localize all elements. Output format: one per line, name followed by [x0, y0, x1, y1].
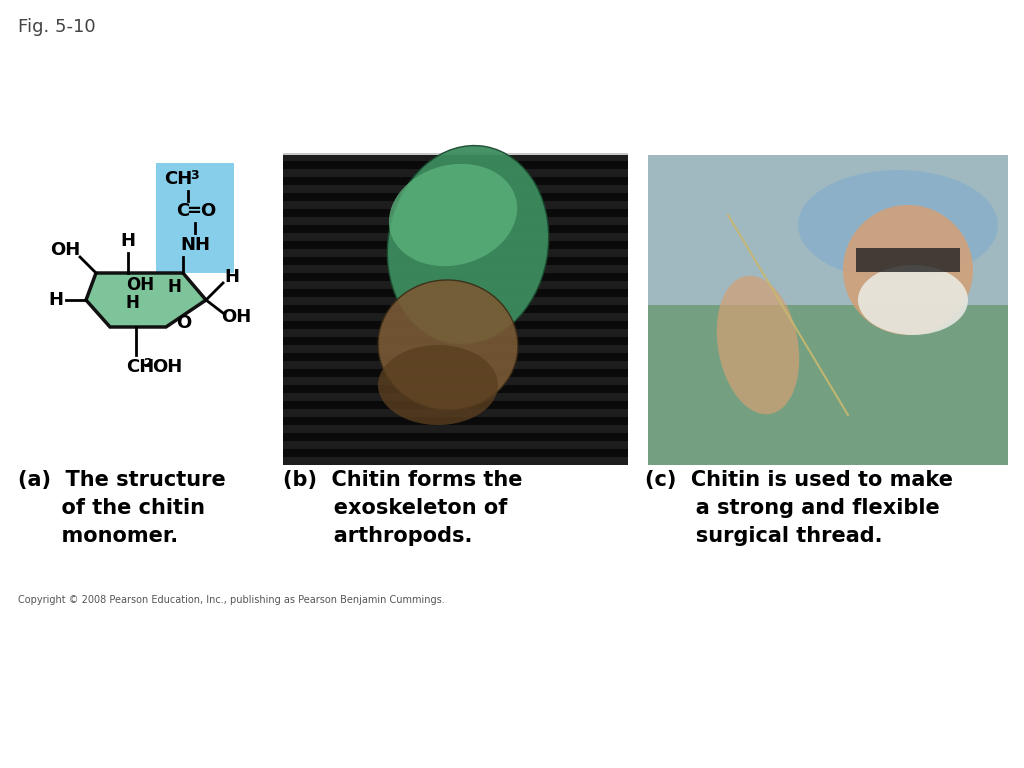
FancyBboxPatch shape	[283, 265, 628, 273]
Text: O: O	[201, 202, 216, 220]
Ellipse shape	[843, 205, 973, 335]
Ellipse shape	[378, 345, 498, 425]
Text: 3: 3	[190, 169, 199, 182]
FancyBboxPatch shape	[283, 345, 628, 353]
Text: (b)  Chitin forms the
       exoskeleton of
       arthropods.: (b) Chitin forms the exoskeleton of arth…	[283, 470, 522, 546]
FancyBboxPatch shape	[856, 248, 961, 272]
FancyBboxPatch shape	[283, 361, 628, 369]
FancyBboxPatch shape	[648, 305, 1008, 465]
Text: H: H	[167, 278, 181, 296]
Text: OH: OH	[152, 358, 182, 376]
FancyBboxPatch shape	[283, 155, 628, 465]
FancyBboxPatch shape	[283, 457, 628, 465]
FancyBboxPatch shape	[283, 217, 628, 225]
Text: C: C	[176, 202, 189, 220]
Ellipse shape	[798, 170, 998, 280]
Text: H: H	[125, 294, 139, 312]
Text: (a)  The structure
      of the chitin
      monomer.: (a) The structure of the chitin monomer.	[18, 470, 225, 546]
FancyBboxPatch shape	[283, 281, 628, 289]
FancyBboxPatch shape	[283, 313, 628, 321]
Text: H: H	[224, 268, 240, 286]
Text: NH: NH	[180, 236, 210, 254]
FancyBboxPatch shape	[283, 185, 628, 193]
FancyBboxPatch shape	[283, 393, 628, 401]
Text: OH: OH	[126, 276, 154, 294]
Text: CH: CH	[164, 170, 193, 188]
Ellipse shape	[378, 280, 518, 410]
FancyBboxPatch shape	[283, 441, 628, 449]
FancyBboxPatch shape	[283, 297, 628, 305]
Text: Copyright © 2008 Pearson Education, Inc., publishing as Pearson Benjamin Cumming: Copyright © 2008 Pearson Education, Inc.…	[18, 595, 444, 605]
Ellipse shape	[858, 265, 968, 335]
Text: (c)  Chitin is used to make
       a strong and flexible
       surgical thread.: (c) Chitin is used to make a strong and …	[645, 470, 953, 546]
FancyBboxPatch shape	[283, 329, 628, 337]
Text: 2: 2	[144, 357, 153, 370]
Text: H: H	[121, 232, 135, 250]
FancyBboxPatch shape	[648, 155, 1008, 465]
Text: O: O	[176, 314, 191, 332]
FancyBboxPatch shape	[156, 163, 234, 273]
Text: Fig. 5-10: Fig. 5-10	[18, 18, 95, 36]
FancyBboxPatch shape	[283, 233, 628, 241]
Polygon shape	[86, 273, 206, 327]
Text: CH: CH	[126, 358, 155, 376]
FancyBboxPatch shape	[283, 377, 628, 385]
FancyBboxPatch shape	[283, 249, 628, 257]
Text: OH: OH	[221, 308, 251, 326]
Text: =: =	[186, 202, 202, 220]
FancyBboxPatch shape	[283, 409, 628, 417]
Ellipse shape	[387, 146, 549, 345]
Text: OH: OH	[50, 241, 80, 259]
FancyBboxPatch shape	[283, 153, 628, 161]
Text: H: H	[48, 291, 63, 309]
Ellipse shape	[389, 164, 517, 266]
FancyBboxPatch shape	[283, 425, 628, 433]
FancyBboxPatch shape	[283, 169, 628, 177]
FancyBboxPatch shape	[283, 201, 628, 209]
Ellipse shape	[717, 276, 799, 414]
